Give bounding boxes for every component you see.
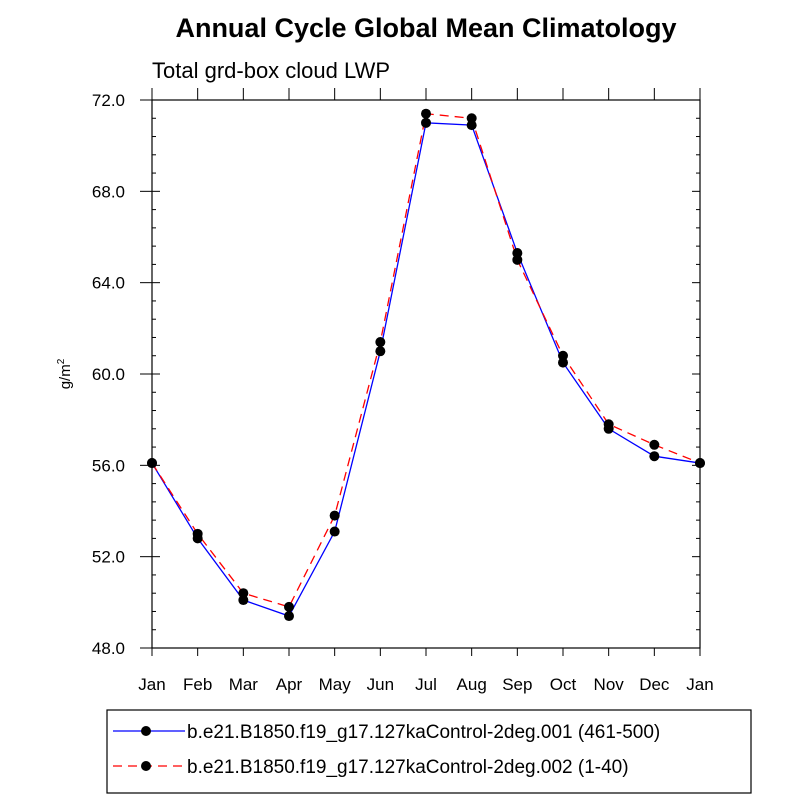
x-tick-label: Aug — [457, 675, 487, 694]
series-2-point — [603, 419, 614, 430]
legend-series-2-label: b.e21.B1850.f19_g17.127kaControl-2deg.00… — [187, 757, 629, 778]
x-tick-label: Apr — [276, 675, 303, 694]
legend-series-2-marker — [141, 761, 151, 771]
series-2-point — [192, 528, 203, 539]
x-tick-label: May — [319, 675, 352, 694]
series-1-point — [284, 611, 294, 622]
legend-series-1-marker — [141, 726, 151, 736]
x-tick-label: Sep — [502, 675, 532, 694]
y-axis-label-unit: g/m — [57, 364, 74, 389]
series-2-point — [284, 601, 294, 612]
plot-frame — [151, 99, 701, 649]
y-tick-label: 56.0 — [92, 456, 125, 475]
y-tick-label: 52.0 — [92, 548, 125, 567]
x-tick-label: Jun — [367, 675, 394, 694]
series-1-point — [512, 247, 523, 258]
x-tick-label: Dec — [639, 675, 670, 694]
series-2-line — [151, 112, 701, 608]
x-tick-label: Feb — [183, 675, 212, 694]
series-1-point — [238, 595, 249, 606]
x-tick-label: Oct — [550, 675, 577, 694]
series-2-point — [421, 108, 431, 119]
series-2-point — [466, 113, 477, 124]
legend-box — [106, 709, 752, 794]
x-tick-label: Jan — [686, 675, 713, 694]
series-1-point — [558, 357, 568, 368]
series-1-line — [151, 122, 701, 617]
series-2-point — [375, 337, 386, 348]
series-2-point — [649, 439, 660, 450]
series-2-point — [512, 254, 523, 265]
y-tick-label: 64.0 — [92, 274, 125, 293]
y-tick-label: 68.0 — [92, 182, 125, 201]
y-axis-label: g/m2 — [56, 358, 74, 389]
series-1-point — [375, 346, 386, 357]
series-1-point — [421, 117, 431, 128]
series-2-point — [238, 588, 249, 599]
series-1-point — [649, 451, 660, 462]
x-tick-label: Mar — [229, 675, 259, 694]
y-tick-label: 48.0 — [92, 639, 125, 658]
x-tick-label: Nov — [594, 675, 625, 694]
y-tick-label: 60.0 — [92, 365, 125, 384]
series-2-point — [329, 510, 340, 521]
y-axis-label-superscript: 2 — [56, 358, 67, 364]
x-tick-label: Jul — [415, 675, 437, 694]
chart-subtitle: Total grd-box cloud LWP — [152, 58, 390, 83]
y-tick-label: 72.0 — [92, 91, 125, 110]
legend-series-1-label: b.e21.B1850.f19_g17.127kaControl-2deg.00… — [187, 722, 660, 743]
series-1-point — [466, 120, 477, 131]
chart-title: Annual Cycle Global Mean Climatology — [175, 13, 676, 43]
series-1-point — [329, 526, 340, 537]
x-tick-label: Jan — [138, 675, 165, 694]
series-2-point — [558, 350, 568, 361]
